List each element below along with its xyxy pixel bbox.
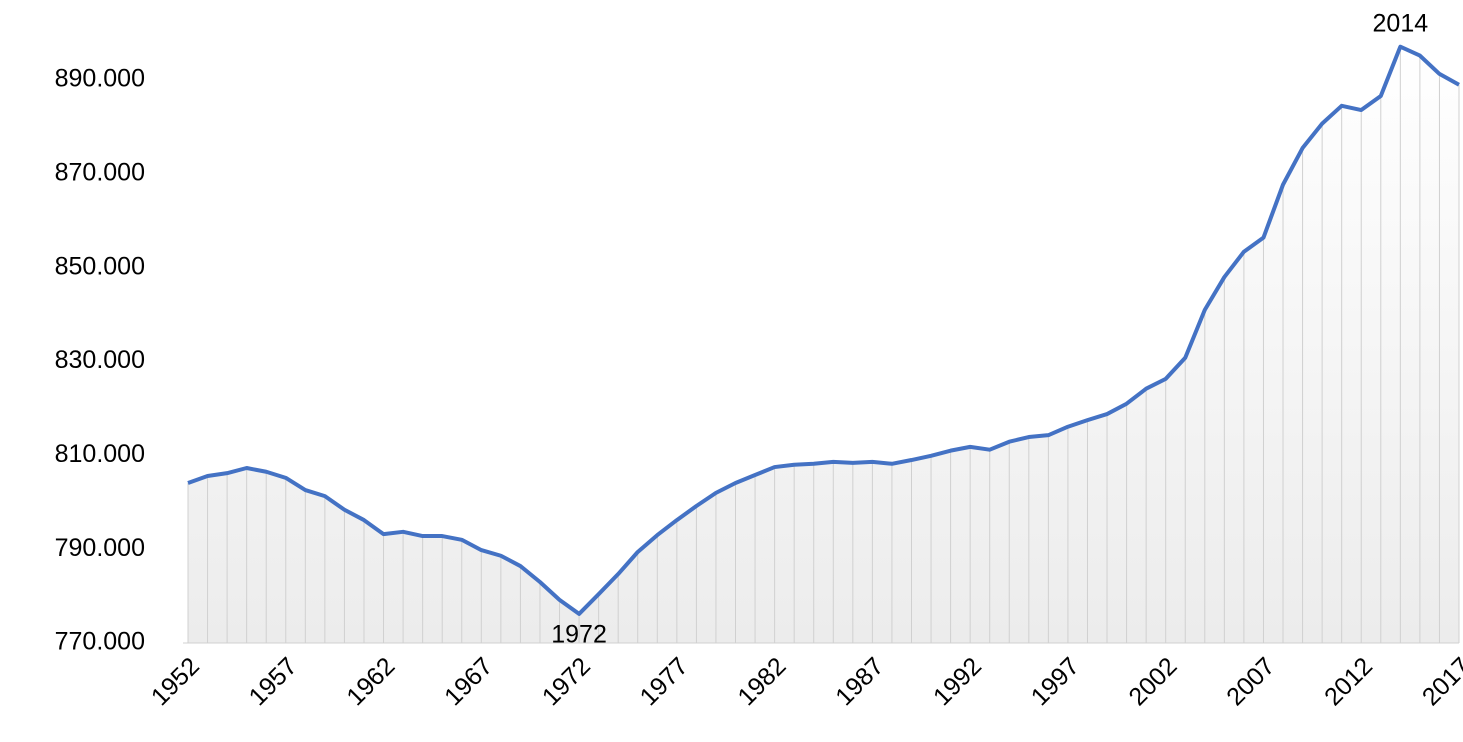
y-tick-label: 770.000 <box>55 628 145 656</box>
x-tick-label: 1982 <box>732 652 791 711</box>
x-tick-label: 1997 <box>1026 652 1085 711</box>
x-tick-label: 1962 <box>341 652 400 711</box>
x-tick-label: 1957 <box>244 652 303 711</box>
x-tick-label: 1967 <box>439 652 498 711</box>
y-tick-label: 830.000 <box>55 346 145 374</box>
y-tick-label: 850.000 <box>55 252 145 280</box>
x-tick-label: 2007 <box>1221 652 1280 711</box>
x-tick-label: 1992 <box>928 652 987 711</box>
line <box>187 44 1460 616</box>
y-tick-label: 810.000 <box>55 440 145 468</box>
x-tick-label: 1977 <box>635 652 694 711</box>
x-tick-label: 2017 <box>1417 652 1463 711</box>
x-tick-label: 1952 <box>146 652 205 711</box>
x-tick-label: 2012 <box>1319 652 1378 711</box>
y-tick-label: 790.000 <box>55 534 145 562</box>
x-tick-label: 1972 <box>537 652 596 711</box>
x-tick-label: 2002 <box>1123 652 1182 711</box>
annotation: 1972 <box>551 621 607 649</box>
x-tick-label: 1987 <box>830 652 889 711</box>
annotation: 2014 <box>1373 9 1429 37</box>
y-tick-label: 890.000 <box>55 65 145 93</box>
y-tick-label: 870.000 <box>55 158 145 186</box>
area-fill <box>188 46 1459 644</box>
